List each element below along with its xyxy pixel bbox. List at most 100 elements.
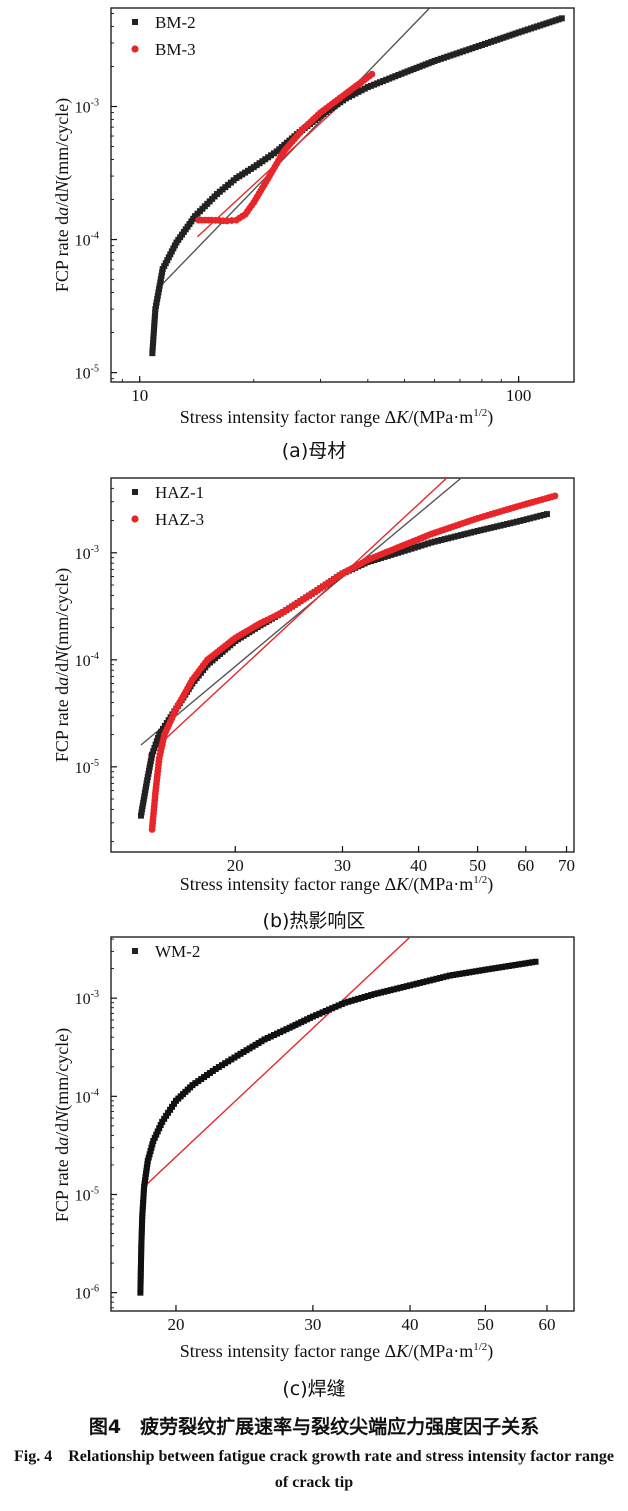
series-haz-3 [148,492,559,833]
x-axis-label: Stress intensity factor range ΔK/(MPa·m1… [180,407,494,428]
fit-line [147,478,448,756]
data-marker [416,63,423,70]
y-tick-label: 10-6 [75,1284,99,1303]
data-marker [504,521,511,528]
data-marker [361,558,368,565]
y-tick-label: 10-4 [75,651,99,670]
data-marker [497,522,504,529]
data-marker [150,326,157,333]
data-marker [471,515,478,523]
data-marker [421,541,428,548]
data-marker [255,1040,262,1047]
data-marker [450,972,457,979]
data-marker [367,82,374,89]
y-axis-label: FCP rate da/dN(mm/cycle) [52,1028,73,1222]
data-marker [419,62,426,69]
data-marker [400,983,407,990]
data-marker [187,1084,194,1091]
data-marker [506,32,513,39]
data-point [364,84,371,91]
data-marker [509,31,516,38]
data-marker [381,553,388,560]
data-marker [423,978,430,985]
data-marker [438,536,445,543]
data-marker [151,323,158,330]
data-marker [408,545,415,552]
data-marker [481,40,488,47]
data-marker [146,764,153,771]
data-marker [527,515,534,522]
data-marker [525,959,532,966]
data-marker [466,46,473,53]
data-marker [151,1134,158,1141]
data-marker [157,279,164,286]
data-marker [141,1180,148,1187]
data-marker [150,336,157,343]
data-marker [361,85,368,92]
data-marker [413,980,420,987]
x-tick-label: 60 [517,856,534,875]
data-marker [209,1067,216,1074]
data-marker [548,493,556,501]
y-tick-label: 10-4 [75,231,99,250]
data-marker [453,971,460,978]
data-marker [523,516,530,523]
data-marker [335,1002,342,1009]
data-point [532,958,539,965]
data-marker [138,1246,145,1253]
y-tick-label: 10-4 [75,1087,99,1106]
data-marker [441,54,448,61]
data-marker [201,659,209,667]
series-haz-1 [137,511,550,819]
data-marker [407,67,414,74]
data-marker [469,968,476,975]
data-marker [537,512,544,519]
data-marker [552,17,559,24]
data-point [152,306,159,313]
data-marker [147,1147,154,1154]
y-axis-label: FCP rate da/dN(mm/cycle) [52,98,73,292]
data-marker [374,80,381,87]
x-tick-label: 20 [227,856,244,875]
data-marker [437,55,444,62]
data-marker [157,1122,164,1129]
data-marker [222,1060,229,1067]
data-point [515,29,522,36]
data-marker [477,527,484,534]
data-marker [142,1174,149,1181]
data-marker [410,66,417,73]
data-marker [517,517,524,524]
data-marker [519,960,526,967]
data-marker [314,111,322,119]
data-marker [144,777,151,784]
data-marker [270,1032,277,1039]
data-marker [351,996,358,1003]
data-marker [137,1269,144,1276]
data-marker [137,1276,144,1283]
data-marker [388,551,395,558]
data-marker [355,995,362,1002]
series-bm-3 [195,70,376,225]
data-marker [146,767,153,774]
data-marker [444,535,451,542]
data-marker [139,1216,146,1223]
data-marker [151,744,158,751]
data-marker [431,538,438,545]
legend-marker [132,948,138,954]
data-marker [411,544,418,551]
legend-marker [131,45,139,53]
data-point [371,991,378,998]
data-marker [529,959,536,966]
data-marker [170,1100,177,1107]
series-bm-2 [149,15,565,357]
data-marker [274,1030,281,1037]
data-marker [352,90,359,97]
data-marker [444,53,451,60]
data-marker [139,1206,146,1213]
data-marker [490,524,497,531]
data-marker [249,1043,256,1050]
data-marker [387,987,394,994]
data-marker [151,316,158,323]
data-marker [139,802,146,809]
